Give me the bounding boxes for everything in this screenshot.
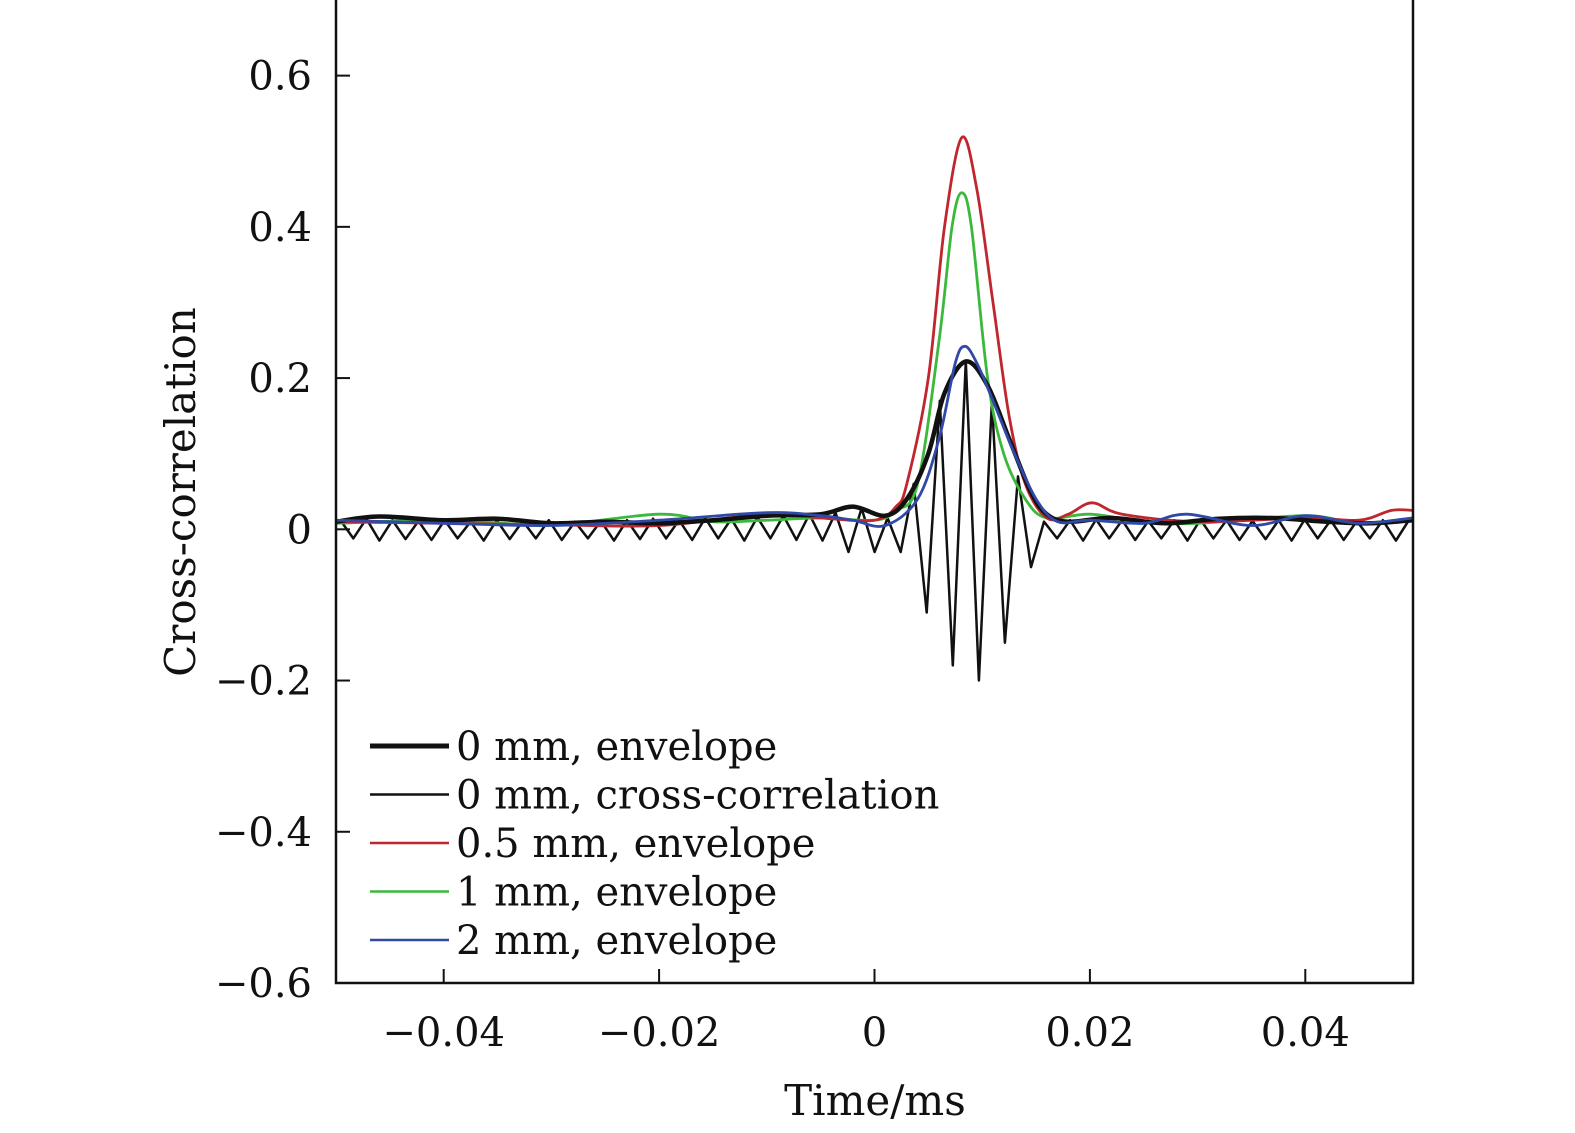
x-tick-label: −0.04 <box>382 1010 505 1056</box>
legend-label: 2 mm, envelope <box>456 918 777 964</box>
x-tick-label: −0.02 <box>598 1010 721 1056</box>
series-line-0 <box>335 359 1414 526</box>
series-line-2 <box>335 135 1414 528</box>
legend-label: 0.5 mm, envelope <box>456 821 815 867</box>
x-tick-label: 0.04 <box>1261 1010 1350 1056</box>
y-axis-label: Cross-correlation <box>156 307 205 677</box>
y-tick-label: 0.6 <box>248 54 312 100</box>
x-tick-label: 0 <box>862 1010 887 1056</box>
series-line-1 <box>339 360 1410 682</box>
y-tick-label: 0 <box>287 507 312 553</box>
series-line-4 <box>335 344 1414 528</box>
x-axis-label: Time/ms <box>784 1076 966 1125</box>
x-tick-label: 0.02 <box>1045 1010 1134 1056</box>
plot-curves <box>335 135 1414 682</box>
y-tick-label: −0.6 <box>215 961 312 1007</box>
y-tick-label: 0.2 <box>248 356 312 402</box>
y-tick-label: −0.2 <box>215 659 312 705</box>
series-line-3 <box>335 191 1414 527</box>
y-tick-label: 0.4 <box>248 205 312 251</box>
legend-label: 0 mm, envelope <box>456 724 777 770</box>
axes: −0.04 −0.02 0 0.02 0.04 0.6 0.4 0.2 0 −0.2 −0.4 −0.… <box>215 0 1415 1056</box>
legend-label: 0 mm, cross-correlation <box>456 773 939 819</box>
legend-label: 1 mm, envelope <box>456 870 777 916</box>
y-tick-label: −0.4 <box>215 810 312 856</box>
